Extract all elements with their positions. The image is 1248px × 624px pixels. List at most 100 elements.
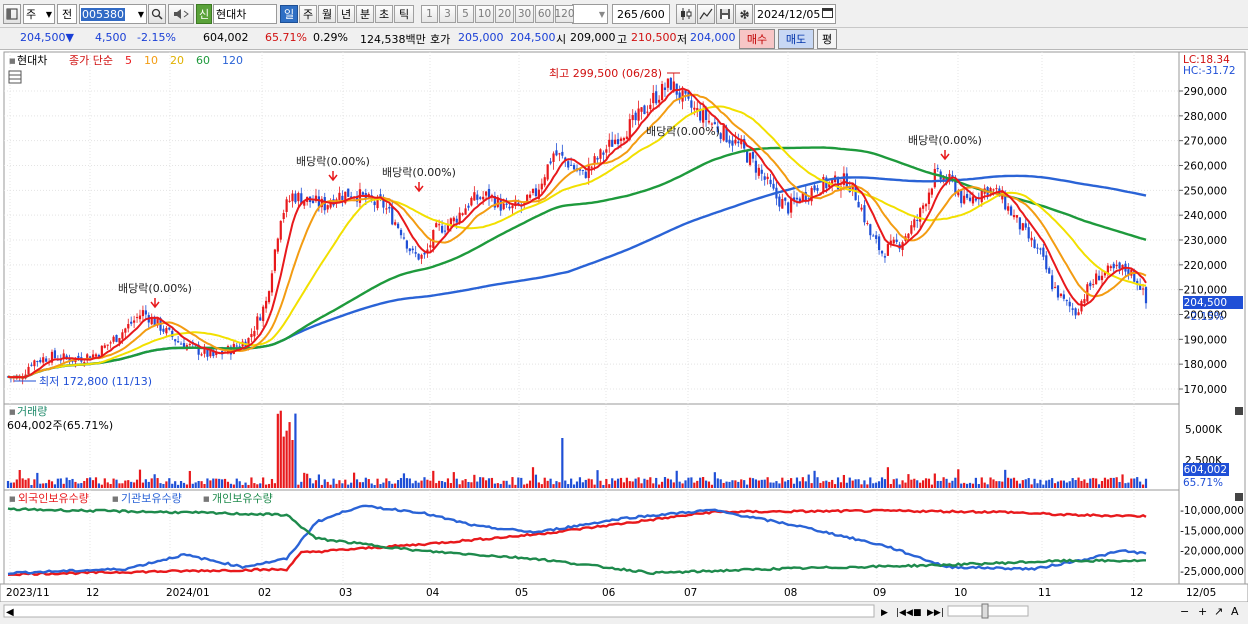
first-page-icon[interactable]: |◀◀ <box>896 608 913 618</box>
candle-body <box>722 125 725 141</box>
candle-body <box>702 109 705 123</box>
price-tick-label: 230,000 <box>1184 235 1227 247</box>
volume-bar <box>59 478 62 488</box>
text-tool-icon[interactable]: A <box>1231 605 1239 618</box>
date-input[interactable]: 2024/12/05 <box>754 4 836 24</box>
type-select[interactable]: 주 ▼ <box>23 4 55 24</box>
interval-button-1[interactable]: 1 <box>421 5 438 23</box>
candle-body <box>270 273 274 293</box>
volume-bar <box>646 479 649 488</box>
save-icon[interactable] <box>716 4 734 24</box>
candle-body <box>39 359 42 363</box>
stock-code-input[interactable]: 005380 ▼ <box>79 4 147 24</box>
volume-bar <box>1130 478 1133 488</box>
prev-select[interactable]: 전 <box>57 4 77 24</box>
speaker-icon[interactable] <box>168 4 194 24</box>
candle-body <box>801 192 804 201</box>
volume-bar <box>135 479 139 488</box>
scroll-right-icon[interactable]: ▶ <box>881 608 888 618</box>
volume-bar <box>637 477 640 488</box>
count-input[interactable]: 265 <box>612 4 640 24</box>
volume-bar <box>731 480 734 488</box>
calendar-icon[interactable] <box>822 7 833 21</box>
period-tab-4[interactable]: 분 <box>356 5 374 23</box>
volume-bar <box>839 482 843 488</box>
volume-bar <box>33 479 36 488</box>
volume-bar <box>1103 477 1107 488</box>
volume-bar <box>1012 477 1016 488</box>
candle-body <box>502 203 505 210</box>
candle-body <box>919 208 922 222</box>
candle-body <box>845 173 848 188</box>
volume-bar <box>1095 478 1098 488</box>
interval-button-120[interactable]: 120 <box>554 5 575 23</box>
candle-body <box>1021 223 1024 231</box>
candle-body <box>989 187 992 193</box>
chart-area[interactable]: 290,000 280,000 270,000 260,000 250,000 240,0… <box>0 50 1248 621</box>
settings-gear-icon[interactable] <box>735 4 753 24</box>
volume-bar <box>558 482 561 488</box>
draw-tool-icon[interactable] <box>697 4 715 24</box>
candle-body <box>936 168 939 170</box>
cursor-icon[interactable]: ↗ <box>1214 605 1223 618</box>
volume-bar <box>347 484 350 488</box>
candle-body <box>473 192 476 201</box>
candle-body <box>150 317 153 325</box>
candle-body <box>608 139 611 147</box>
holdings-legend: 외국인보유수량 <box>18 492 89 505</box>
candle-body <box>757 167 760 176</box>
interval-dropdown[interactable]: ▼ <box>572 4 608 24</box>
candle-body <box>754 160 758 173</box>
search-icon[interactable] <box>148 4 166 24</box>
scroll-left-icon[interactable]: ◀ <box>6 607 14 618</box>
buy-button[interactable]: 매수 <box>739 29 775 49</box>
period-tab-1[interactable]: 주 <box>299 5 317 23</box>
evaluate-button[interactable]: 평 <box>817 29 837 49</box>
zoom-slider-handle[interactable] <box>981 603 989 619</box>
scrollbar-track[interactable] <box>3 604 875 618</box>
volume-bar <box>992 479 995 488</box>
interval-button-3[interactable]: 3 <box>439 5 456 23</box>
pane-menu-icon: ■ <box>9 57 16 65</box>
last-page-icon[interactable]: ▶▶| <box>927 608 944 618</box>
interval-button-20[interactable]: 20 <box>495 5 514 23</box>
interval-button-60[interactable]: 60 <box>535 5 554 23</box>
chart-window-icon[interactable] <box>3 4 21 24</box>
interval-button-30[interactable]: 30 <box>515 5 534 23</box>
volume-bar <box>358 482 362 488</box>
volume-bar <box>737 481 740 488</box>
stop-icon[interactable]: ■ <box>913 608 922 618</box>
ma-legend-10: 10 <box>144 54 158 67</box>
volume-bar <box>584 479 587 488</box>
zoom-out-icon[interactable]: − <box>1180 605 1189 618</box>
volume-bar <box>476 481 479 488</box>
period-tab-3[interactable]: 년 <box>337 5 355 23</box>
period-tab-0[interactable]: 일 <box>280 5 298 23</box>
volume-pane[interactable] <box>3 403 1180 491</box>
volume-bar <box>391 483 394 488</box>
stock-chart[interactable]: 290,000 280,000 270,000 260,000 250,000 240,0… <box>0 50 1248 621</box>
candle-body <box>719 133 722 139</box>
period-tab-2[interactable]: 월 <box>318 5 336 23</box>
period-tab-6[interactable]: 틱 <box>394 5 414 23</box>
period-tab-5[interactable]: 초 <box>375 5 393 23</box>
y-axis-area <box>1178 51 1246 585</box>
price-tick-label: 220,000 <box>1184 260 1227 272</box>
candle-body <box>807 198 810 200</box>
volume-bar <box>414 480 417 488</box>
interval-button-5[interactable]: 5 <box>457 5 474 23</box>
volume-bar <box>892 479 895 488</box>
candle-type-icon[interactable] <box>676 4 696 24</box>
candle-body <box>138 315 142 320</box>
volume-bar <box>801 477 804 488</box>
candle-body <box>1097 275 1101 281</box>
candle-body <box>470 197 473 206</box>
volume-bar <box>1115 477 1118 488</box>
volume-bar <box>713 472 716 488</box>
price-pane[interactable] <box>3 51 1180 405</box>
candle-body <box>640 107 643 112</box>
zoom-in-icon[interactable]: + <box>1198 605 1207 618</box>
interval-button-10[interactable]: 10 <box>475 5 494 23</box>
sell-button[interactable]: 매도 <box>778 29 814 49</box>
volume-bar <box>866 484 869 488</box>
